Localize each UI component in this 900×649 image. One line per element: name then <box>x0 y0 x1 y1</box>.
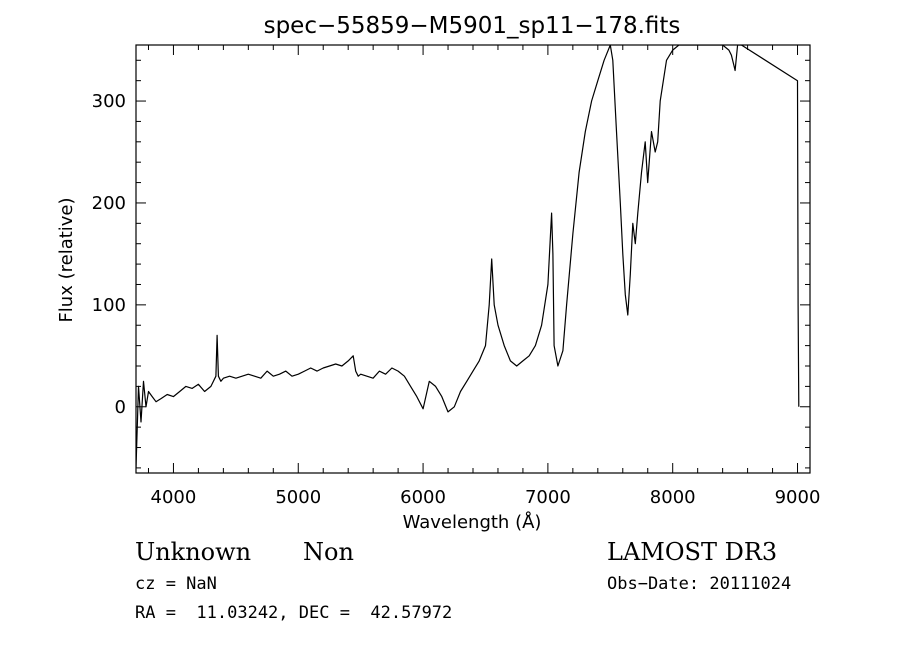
y-tick-label: 200 <box>92 193 126 214</box>
chart-title: spec−55859−M5901_sp11−178.fits <box>264 13 681 39</box>
object-class: Non <box>303 538 354 566</box>
spectrum-series-line <box>136 45 800 468</box>
x-tick-label: 5000 <box>275 487 321 508</box>
y-tick-label: 100 <box>92 295 126 316</box>
observation-date: Obs−Date: 20111024 <box>607 574 792 594</box>
redshift-cz: cz = NaN <box>135 574 217 594</box>
x-tick-label: 6000 <box>400 487 446 508</box>
axis-ticks <box>136 45 810 473</box>
survey-name: LAMOST DR3 <box>607 538 778 566</box>
y-tick-label: 0 <box>115 397 126 418</box>
y-axis-label: Flux (relative) <box>56 197 77 322</box>
x-tick-label: 7000 <box>525 487 571 508</box>
plot-frame <box>135 44 811 474</box>
x-axis-label: Wavelength (Å) <box>403 511 542 533</box>
object-name: Unknown <box>135 538 252 566</box>
y-tick-label: 300 <box>92 91 126 112</box>
x-tick-label: 4000 <box>151 487 197 508</box>
axis-tick-labels: 4000 5000 6000 7000 8000 9000 0 100 200 300 <box>92 91 821 508</box>
x-tick-label: 8000 <box>650 487 696 508</box>
coordinates: RA = 11.03242, DEC = 42.57972 <box>135 603 453 623</box>
x-tick-label: 9000 <box>775 487 821 508</box>
